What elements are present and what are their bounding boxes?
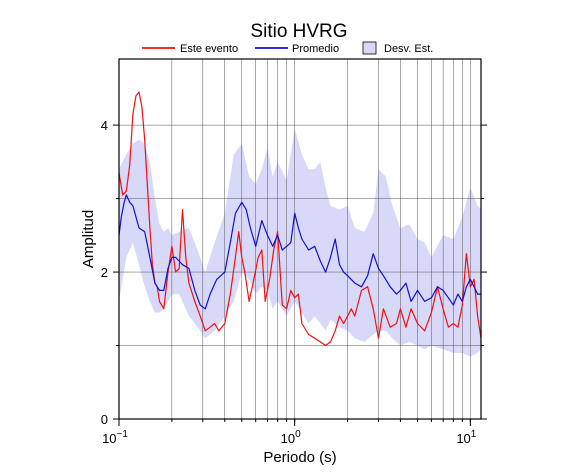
y-tick-label: 2 — [101, 265, 108, 280]
y-axis-label: Amplitud — [80, 210, 97, 268]
x-tick-label: 100 — [281, 429, 301, 446]
plot-frame — [118, 58, 482, 420]
grid-layer — [118, 59, 481, 419]
x-axis-label: Periodo (s) — [263, 449, 336, 466]
y-tick-label: 4 — [101, 118, 108, 133]
x-tick-label: 101 — [456, 429, 476, 446]
legend-label-0: Este evento — [180, 43, 238, 55]
chart-title: Sitio HVRG — [250, 21, 347, 42]
legend-label-2: Desv. Est. — [384, 43, 433, 55]
legend-swatch-patch — [362, 41, 377, 55]
x-tick-label: 10−1 — [102, 429, 128, 446]
legend: Este evento Promedio Desv. Est. — [142, 41, 433, 55]
legend-label-1: Promedio — [292, 43, 339, 55]
promedio-line — [118, 194, 481, 310]
std-dev-band-layer — [119, 128, 481, 357]
y-tick-label: 0 — [101, 412, 108, 427]
tick-layer: 0 2 4 10−1 100 101 — [101, 118, 487, 446]
series-layer — [118, 91, 482, 347]
std-dev-band — [119, 128, 481, 357]
